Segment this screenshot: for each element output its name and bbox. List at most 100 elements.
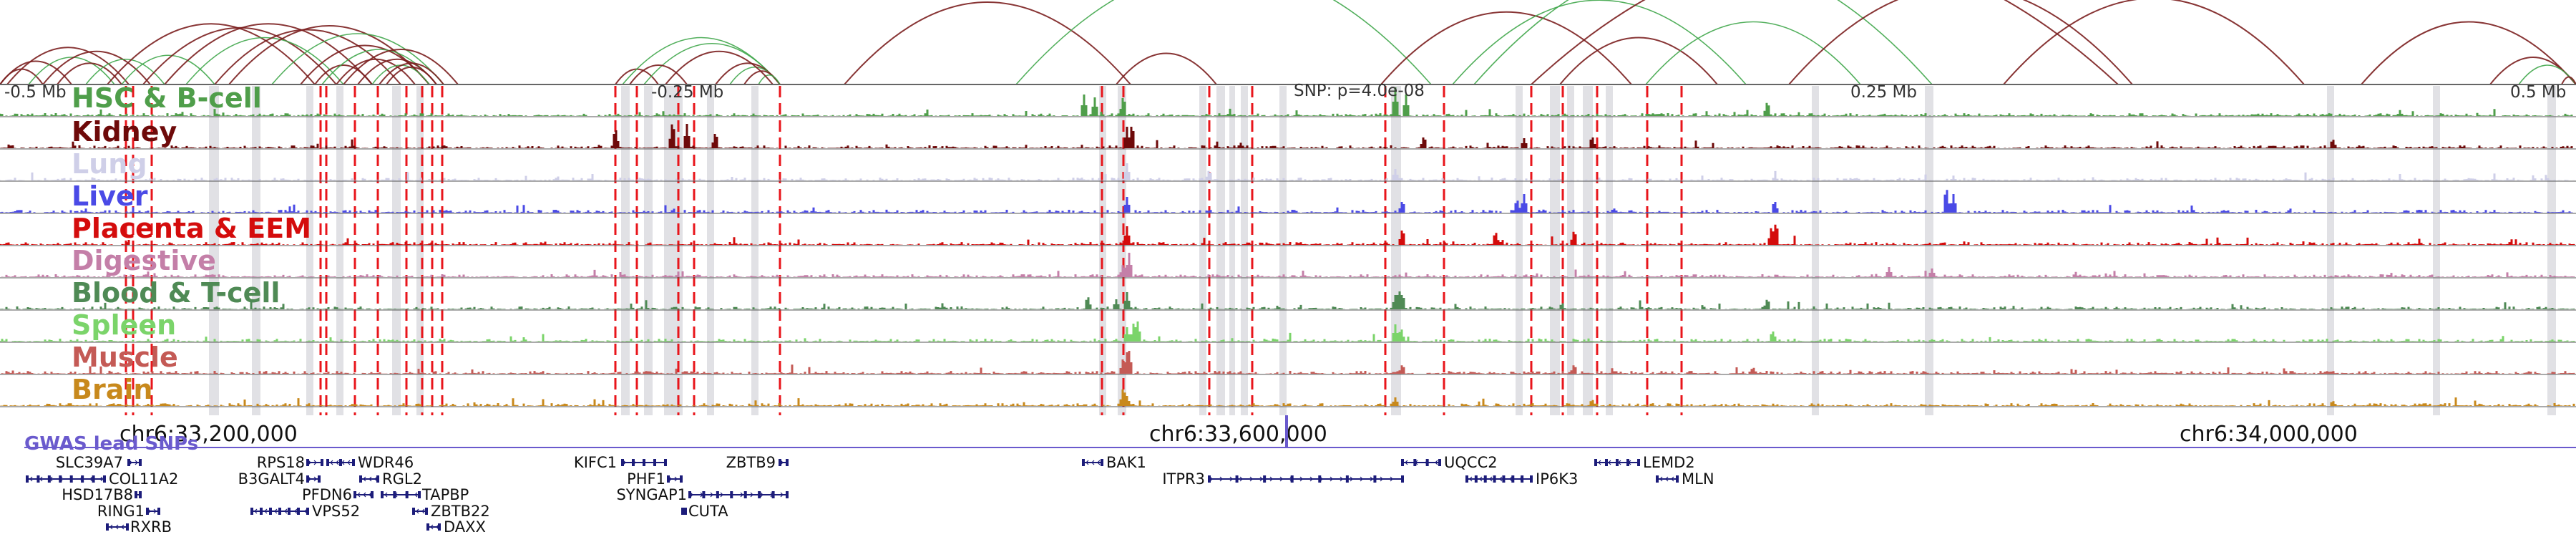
strand-arrow <box>430 524 434 530</box>
gene-label: PFDN6 <box>302 486 352 503</box>
gene-exon <box>702 491 706 498</box>
signal-track <box>0 321 2576 343</box>
strand-arrow <box>254 508 258 514</box>
interaction-arc <box>85 59 165 85</box>
gene-exon <box>643 459 645 466</box>
gene-exon <box>1373 475 1377 483</box>
gene-label: DAXX <box>444 518 486 536</box>
gene-rps18: RPS18 <box>257 454 323 471</box>
interaction-arc <box>164 23 373 85</box>
gene-bak1: BAK1 <box>1082 454 1146 471</box>
signal-track <box>0 124 2576 150</box>
gene-rxrb: RXRB <box>106 518 172 536</box>
strand-arrow <box>1469 476 1473 482</box>
strand-arrow <box>1330 476 1333 482</box>
coord-label-34000000: chr6:34,000,000 <box>2180 422 2358 447</box>
signal-bars <box>0 124 2573 148</box>
gene-exon <box>425 508 428 515</box>
gene-slc39a7: SLC39A7 <box>56 454 142 471</box>
gene-exon <box>353 491 356 498</box>
gene-exon <box>393 491 396 498</box>
gene-exon <box>352 459 355 466</box>
highlight-band <box>1567 86 1574 415</box>
strand-arrow <box>1085 460 1089 465</box>
gene-label: CUTA <box>688 503 728 520</box>
coord-label-33600000: chr6:33,600,000 <box>1149 422 1327 447</box>
signal-bars <box>0 224 2575 245</box>
interaction-arc <box>42 50 151 85</box>
highlight-band <box>416 86 424 415</box>
gene-uqcc2: UQCC2 <box>1401 454 1498 471</box>
gene-label: RXRB <box>130 518 172 536</box>
gene-mln: MLN <box>1656 470 1714 488</box>
strand-arrow <box>760 492 763 498</box>
gene-label: LEMD2 <box>1643 454 1695 471</box>
gene-label: MLN <box>1682 470 1714 488</box>
gene-exon <box>1235 475 1239 483</box>
strand-arrow <box>121 524 125 530</box>
highlight-band <box>209 86 219 415</box>
strand-arrow <box>369 476 372 482</box>
gene-phf1: PHF1 <box>627 470 683 488</box>
gene-exon <box>1465 475 1468 483</box>
interaction-arc <box>0 60 72 85</box>
gene-exon <box>681 508 684 515</box>
gene-hsd17b8: HSD17B8 <box>62 486 142 503</box>
gene-exon <box>371 491 374 498</box>
strand-arrow <box>720 492 723 498</box>
interaction-arc <box>1559 37 1718 85</box>
interaction-arc <box>665 50 774 85</box>
strand-arrow <box>1360 476 1363 482</box>
strand-arrow <box>1279 476 1283 482</box>
highlight-band <box>306 86 313 415</box>
highlight-band <box>1812 86 1819 415</box>
track-label-hsc-bcell: HSC & B-cell <box>72 82 262 114</box>
strand-arrow <box>1479 476 1483 482</box>
interaction-arc <box>1645 21 1861 85</box>
signal-bars <box>0 87 2573 116</box>
gene-label: ZBTB22 <box>431 503 490 520</box>
gene-exon <box>36 475 40 483</box>
highlight-band <box>1229 86 1235 415</box>
strand-arrow <box>780 492 784 498</box>
strand-arrow <box>384 492 388 498</box>
track-label-placenta-eem: Placenta & EEM <box>72 213 311 244</box>
gene-label: COL11A2 <box>109 470 178 488</box>
strand-arrow <box>1499 476 1503 482</box>
gene-exon <box>1637 459 1640 466</box>
gene-exon <box>758 491 761 498</box>
gene-exon <box>157 508 160 515</box>
signal-bars <box>1 351 2575 374</box>
strand-arrow <box>1435 460 1438 465</box>
gene-exon <box>1530 475 1533 483</box>
strand-arrow <box>1608 460 1611 465</box>
gene-exon <box>743 491 747 498</box>
gene-exon <box>1594 459 1597 466</box>
gene-tapbp: TAPBP <box>381 486 469 503</box>
strand-arrow <box>1229 476 1233 482</box>
gene-label: SYNGAP1 <box>616 486 687 503</box>
gene-exon <box>664 459 667 466</box>
strand-arrow <box>1259 476 1263 482</box>
interaction-arc <box>121 54 215 85</box>
gene-exon <box>779 459 781 466</box>
interaction-arc <box>1015 0 1432 85</box>
strand-arrow <box>153 508 157 514</box>
gene-exon <box>653 459 656 466</box>
interaction-arc <box>386 66 437 85</box>
gene-exon <box>1511 475 1515 483</box>
interaction-arc <box>643 43 781 85</box>
gene-exon <box>418 491 421 498</box>
scale-label-minus-quarter: -0.25 Mb <box>651 83 723 102</box>
gene-exon <box>786 459 789 466</box>
gwas-label: GWAS lead SNPs <box>24 433 198 455</box>
strand-arrow <box>274 508 278 514</box>
signal-bars <box>0 291 2575 309</box>
gene-exon <box>667 475 670 483</box>
highlight-band <box>1516 86 1523 415</box>
gene-exon <box>426 523 429 531</box>
strand-arrow <box>416 508 419 514</box>
strand-arrow <box>421 508 425 514</box>
strand-arrow <box>750 492 753 498</box>
